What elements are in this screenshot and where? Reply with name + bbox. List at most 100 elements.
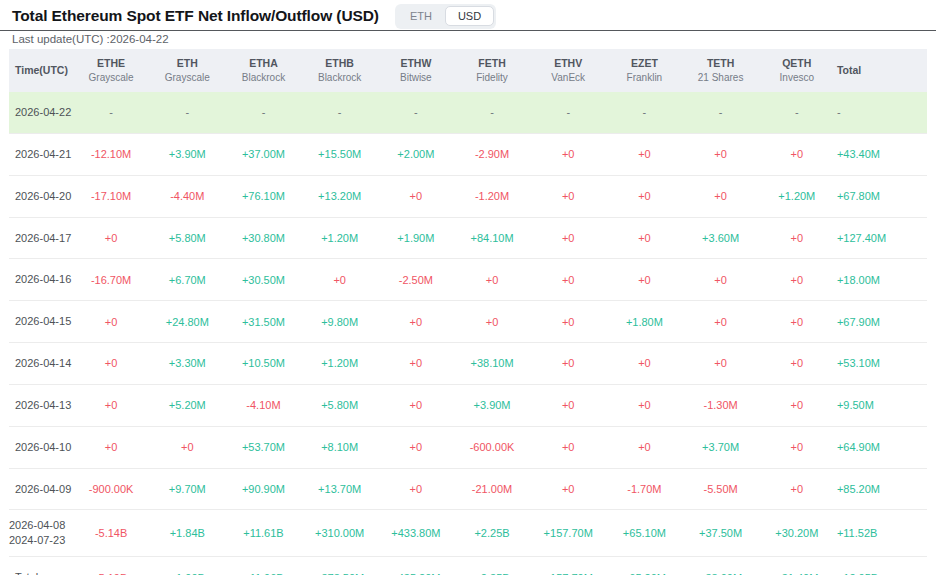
etf-issuer: Grayscale: [149, 72, 225, 83]
etf-ticker: TETH: [683, 57, 759, 69]
flow-value-cell: -: [530, 92, 606, 133]
flow-value-cell: -1.70M: [606, 468, 682, 510]
flow-value-cell: -900.00K: [73, 468, 149, 510]
row-label-cell: 2026-04-16: [9, 259, 73, 301]
flow-value-cell: -5.14B: [73, 510, 149, 557]
etf-ticker: FETH: [454, 57, 530, 69]
etf-ticker: ETHB: [302, 57, 378, 69]
table-row: 2026-04-15+0+24.80M+31.50M+9.80M+0+0+0+1…: [9, 301, 927, 343]
flow-value-cell: -: [225, 92, 301, 133]
flow-value-cell: +0: [530, 426, 606, 468]
page-title: Total Ethereum Spot ETF Net Inflow/Outfl…: [12, 7, 379, 25]
etf-issuer: Bitwise: [378, 72, 454, 83]
flow-value-cell: +24.80M: [149, 301, 225, 343]
flow-value-cell: +3.70M: [683, 426, 759, 468]
flow-value-cell: +31.50M: [225, 301, 301, 343]
flow-value-cell: +3.30M: [149, 343, 225, 385]
flow-value-cell: +1.20M: [302, 343, 378, 385]
flow-value-cell: +0: [302, 259, 378, 301]
flow-value-cell: +0: [759, 384, 835, 426]
flow-value-cell: +0: [759, 133, 835, 175]
flow-value-cell: -: [683, 92, 759, 133]
total-value-cell: +67.90M: [835, 301, 927, 343]
page-header: Total Ethereum Spot ETF Net Inflow/Outfl…: [0, 0, 936, 30]
flow-value-cell: -5.19B: [73, 557, 149, 575]
flow-value-cell: -12.10M: [73, 133, 149, 175]
row-label-cell: 2026-04-15: [9, 301, 73, 343]
flow-value-cell: +9.80M: [302, 301, 378, 343]
column-header-ethe: ETHEGrayscale: [73, 49, 149, 92]
flow-value-cell: +0: [454, 301, 530, 343]
flow-value-cell: +0: [454, 259, 530, 301]
column-header-ethv: ETHVVanEck: [530, 49, 606, 92]
flow-value-cell: +3.90M: [149, 133, 225, 175]
flow-value-cell: +0: [606, 175, 682, 217]
flow-value-cell: +0: [606, 217, 682, 259]
etf-issuer: Grayscale: [73, 72, 149, 83]
total-value-cell: -: [835, 92, 927, 133]
table-row: 2026-04-16-16.70M+6.70M+30.50M+0-2.50M+0…: [9, 259, 927, 301]
etf-issuer: Invesco: [759, 72, 835, 83]
flow-value-cell: +2.00M: [378, 133, 454, 175]
flow-value-cell: +0: [530, 384, 606, 426]
etf-flow-table: Time(UTC)ETHEGrayscaleETHGrayscaleETHABl…: [9, 49, 927, 575]
flow-value-cell: +0: [530, 301, 606, 343]
flow-value-cell: +1.80M: [606, 301, 682, 343]
flow-value-cell: +0: [378, 343, 454, 385]
etf-ticker: ETHA: [225, 57, 301, 69]
row-label-cell: 2026-04-21: [9, 133, 73, 175]
flow-value-cell: +2.35B: [454, 557, 530, 575]
flow-value-cell: +3.60M: [683, 217, 759, 259]
row-label-cell: 2026-04-13: [9, 384, 73, 426]
etf-issuer: Franklin: [606, 72, 682, 83]
flow-value-cell: +0: [530, 133, 606, 175]
flow-value-cell: +0: [759, 259, 835, 301]
flow-value-cell: +13.70M: [302, 468, 378, 510]
row-label-cell: 2026-04-10: [9, 426, 73, 468]
total-value-cell: +12.05B: [835, 557, 927, 575]
flow-value-cell: +10.50M: [225, 343, 301, 385]
flow-value-cell: -: [454, 92, 530, 133]
flow-value-cell: +1.84B: [149, 510, 225, 557]
flow-value-cell: -2.50M: [378, 259, 454, 301]
flow-value-cell: +0: [73, 426, 149, 468]
flow-value-cell: +0: [73, 384, 149, 426]
toggle-eth-button[interactable]: ETH: [397, 6, 445, 26]
table-row: 2026-04-20-17.10M-4.40M+76.10M+13.20M+0-…: [9, 175, 927, 217]
flow-value-cell: +0: [759, 217, 835, 259]
etf-ticker: ETHW: [378, 57, 454, 69]
flow-value-cell: +0: [683, 301, 759, 343]
total-value-cell: +11.52B: [835, 510, 927, 557]
flow-value-cell: +0: [683, 259, 759, 301]
flow-value-cell: +0: [378, 468, 454, 510]
flow-value-cell: +0: [606, 384, 682, 426]
flow-value-cell: +0: [606, 259, 682, 301]
column-header-etha: ETHA Blackrock: [225, 49, 301, 92]
flow-value-cell: +8.10M: [302, 426, 378, 468]
total-row: Total-5.19B+1.90B+11.96B+378.50M+435.20M…: [9, 557, 927, 575]
total-value-cell: +9.50M: [835, 384, 927, 426]
table-row: 2026-04-10+0+0+53.70M+8.10M+0-600.00K+0+…: [9, 426, 927, 468]
flow-value-cell: +435.20M: [378, 557, 454, 575]
flow-value-cell: -4.10M: [225, 384, 301, 426]
etf-issuer: Blackrock: [225, 72, 301, 83]
flow-value-cell: -: [149, 92, 225, 133]
etf-issuer: 21 Shares: [683, 72, 759, 83]
flow-value-cell: +0: [378, 301, 454, 343]
flow-value-cell: +3.90M: [454, 384, 530, 426]
table-header: Time(UTC)ETHEGrayscaleETHGrayscaleETHABl…: [9, 49, 927, 92]
flow-value-cell: +0: [683, 343, 759, 385]
etf-ticker: EZET: [606, 57, 682, 69]
flow-value-cell: +157.70M: [530, 557, 606, 575]
flow-value-cell: +0: [759, 468, 835, 510]
flow-value-cell: +0: [378, 175, 454, 217]
table-body: 2026-04-22-----------2026-04-21-12.10M+3…: [9, 92, 927, 575]
flow-value-cell: +0: [683, 175, 759, 217]
toggle-usd-button[interactable]: USD: [445, 6, 494, 26]
table-row: 2026-04-082024-07-23-5.14B+1.84B+11.61B+…: [9, 510, 927, 557]
flow-value-cell: -17.10M: [73, 175, 149, 217]
row-label-cell: 2026-04-09: [9, 468, 73, 510]
flow-value-cell: +310.00M: [302, 510, 378, 557]
total-value-cell: +85.20M: [835, 468, 927, 510]
flow-value-cell: +30.50M: [225, 259, 301, 301]
